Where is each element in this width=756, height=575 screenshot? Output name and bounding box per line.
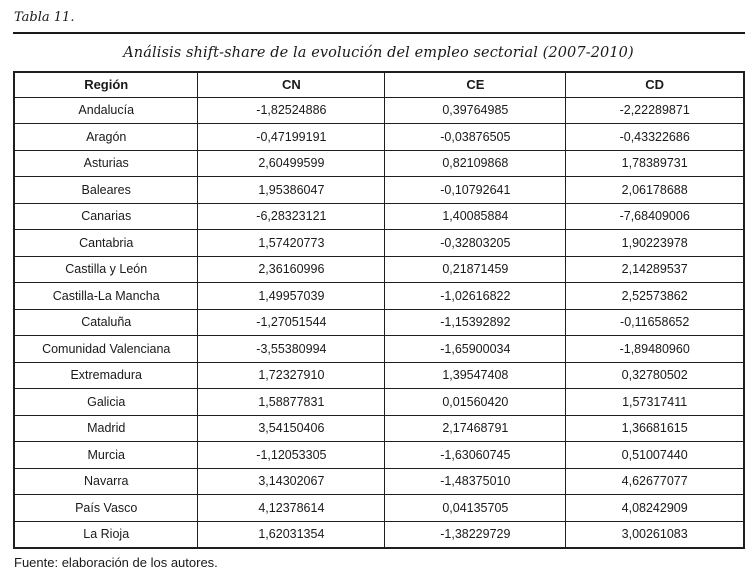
value-cell: 1,62031354 bbox=[197, 520, 386, 548]
shift-share-table: Región CN CE CD Andalucía -1,82524886 0,39764… bbox=[13, 71, 745, 549]
value-cell: 4,62677077 bbox=[565, 467, 745, 495]
table-row: La Rioja 1,62031354 -1,38229729 3,00261083 bbox=[13, 520, 745, 548]
value-cell: 1,95386047 bbox=[197, 176, 386, 204]
value-cell: 2,60499599 bbox=[197, 149, 386, 177]
value-cell: 4,12378614 bbox=[197, 494, 386, 522]
value-cell: 1,39547408 bbox=[384, 361, 567, 389]
region-cell: País Vasco bbox=[13, 494, 199, 522]
table-row: Baleares 1,95386047 -0,10792641 2,06178688 bbox=[13, 176, 745, 204]
region-cell: Castilla y León bbox=[13, 255, 199, 283]
source-note: Fuente: elaboración de los autores. bbox=[14, 554, 218, 570]
table-row: País Vasco 4,12378614 0,04135705 4,08242909 bbox=[13, 494, 745, 522]
region-cell: Madrid bbox=[13, 414, 199, 442]
region-cell: Andalucía bbox=[13, 96, 199, 124]
region-cell: La Rioja bbox=[13, 520, 199, 548]
value-cell: -0,47199191 bbox=[197, 123, 386, 151]
column-header: CD bbox=[565, 71, 745, 98]
table-row: Asturias 2,60499599 0,82109868 1,78389731 bbox=[13, 149, 745, 177]
value-cell: -2,22289871 bbox=[565, 96, 745, 124]
value-cell: -1,15392892 bbox=[384, 308, 567, 336]
value-cell: 4,08242909 bbox=[565, 494, 745, 522]
table-number-label: Tabla 11. bbox=[14, 10, 75, 25]
horizontal-rule bbox=[13, 32, 745, 34]
value-cell: 1,78389731 bbox=[565, 149, 745, 177]
value-cell: -1,38229729 bbox=[384, 520, 567, 548]
value-cell: 0,04135705 bbox=[384, 494, 567, 522]
value-cell: -1,63060745 bbox=[384, 441, 567, 469]
value-cell: 3,14302067 bbox=[197, 467, 386, 495]
value-cell: 2,14289537 bbox=[565, 255, 745, 283]
column-header: CE bbox=[384, 71, 567, 98]
region-cell: Castilla-La Mancha bbox=[13, 282, 199, 310]
value-cell: -0,10792641 bbox=[384, 176, 567, 204]
region-cell: Extremadura bbox=[13, 361, 199, 389]
region-cell: Navarra bbox=[13, 467, 199, 495]
value-cell: -0,03876505 bbox=[384, 123, 567, 151]
value-cell: 1,36681615 bbox=[565, 414, 745, 442]
column-header: Región bbox=[13, 71, 199, 98]
table-body: Andalucía -1,82524886 0,39764985 -2,2228987… bbox=[13, 96, 745, 548]
value-cell: -7,68409006 bbox=[565, 202, 745, 230]
table-row: Murcia -1,12053305 -1,63060745 0,51007440 bbox=[13, 441, 745, 469]
region-cell: Canarias bbox=[13, 202, 199, 230]
value-cell: -1,89480960 bbox=[565, 335, 745, 363]
region-cell: Asturias bbox=[13, 149, 199, 177]
value-cell: 0,82109868 bbox=[384, 149, 567, 177]
region-cell: Comunidad Valenciana bbox=[13, 335, 199, 363]
table-title: Análisis shift-share de la evolución del… bbox=[123, 45, 634, 61]
table-row: Cantabria 1,57420773 -0,32803205 1,90223978 bbox=[13, 229, 745, 257]
value-cell: -1,82524886 bbox=[197, 96, 386, 124]
region-cell: Cataluña bbox=[13, 308, 199, 336]
region-cell: Murcia bbox=[13, 441, 199, 469]
value-cell: 0,39764985 bbox=[384, 96, 567, 124]
value-cell: -3,55380994 bbox=[197, 335, 386, 363]
value-cell: -1,12053305 bbox=[197, 441, 386, 469]
value-cell: 2,36160996 bbox=[197, 255, 386, 283]
value-cell: 1,72327910 bbox=[197, 361, 386, 389]
region-cell: Galicia bbox=[13, 388, 199, 416]
value-cell: -0,43322686 bbox=[565, 123, 745, 151]
table-row: Castilla-La Mancha 1,49957039 -1,02616822 2… bbox=[13, 282, 745, 310]
value-cell: -1,65900034 bbox=[384, 335, 567, 363]
value-cell: 0,21871459 bbox=[384, 255, 567, 283]
value-cell: 3,00261083 bbox=[565, 520, 745, 548]
value-cell: 1,58877831 bbox=[197, 388, 386, 416]
table-row: Navarra 3,14302067 -1,48375010 4,62677077 bbox=[13, 467, 745, 495]
table-row: Canarias -6,28323121 1,40085884 -7,68409006 bbox=[13, 202, 745, 230]
region-cell: Aragón bbox=[13, 123, 199, 151]
value-cell: 1,90223978 bbox=[565, 229, 745, 257]
table-row: Madrid 3,54150406 2,17468791 1,36681615 bbox=[13, 414, 745, 442]
value-cell: 2,52573862 bbox=[565, 282, 745, 310]
column-header: CN bbox=[197, 71, 386, 98]
value-cell: -1,02616822 bbox=[384, 282, 567, 310]
value-cell: -0,11658652 bbox=[565, 308, 745, 336]
value-cell: 2,17468791 bbox=[384, 414, 567, 442]
value-cell: 1,49957039 bbox=[197, 282, 386, 310]
region-cell: Baleares bbox=[13, 176, 199, 204]
value-cell: -1,48375010 bbox=[384, 467, 567, 495]
value-cell: 1,40085884 bbox=[384, 202, 567, 230]
table-row: Aragón -0,47199191 -0,03876505 -0,43322686 bbox=[13, 123, 745, 151]
table-row: Galicia 1,58877831 0,01560420 1,57317411 bbox=[13, 388, 745, 416]
table-row: Extremadura 1,72327910 1,39547408 0,3278050… bbox=[13, 361, 745, 389]
table-row: Cataluña -1,27051544 -1,15392892 -0,1165865… bbox=[13, 308, 745, 336]
value-cell: 0,01560420 bbox=[384, 388, 567, 416]
value-cell: 0,32780502 bbox=[565, 361, 745, 389]
value-cell: 1,57420773 bbox=[197, 229, 386, 257]
value-cell: 2,06178688 bbox=[565, 176, 745, 204]
table-row: Castilla y León 2,36160996 0,21871459 2,142… bbox=[13, 255, 745, 283]
table-row: Comunidad Valenciana -3,55380994 -1,659000… bbox=[13, 335, 745, 363]
value-cell: 0,51007440 bbox=[565, 441, 745, 469]
value-cell: -1,27051544 bbox=[197, 308, 386, 336]
value-cell: 1,57317411 bbox=[565, 388, 745, 416]
value-cell: -6,28323121 bbox=[197, 202, 386, 230]
value-cell: 3,54150406 bbox=[197, 414, 386, 442]
region-cell: Cantabria bbox=[13, 229, 199, 257]
value-cell: -0,32803205 bbox=[384, 229, 567, 257]
table-row: Andalucía -1,82524886 0,39764985 -2,2228987… bbox=[13, 96, 745, 124]
table-header-row: Región CN CE CD bbox=[13, 71, 745, 98]
